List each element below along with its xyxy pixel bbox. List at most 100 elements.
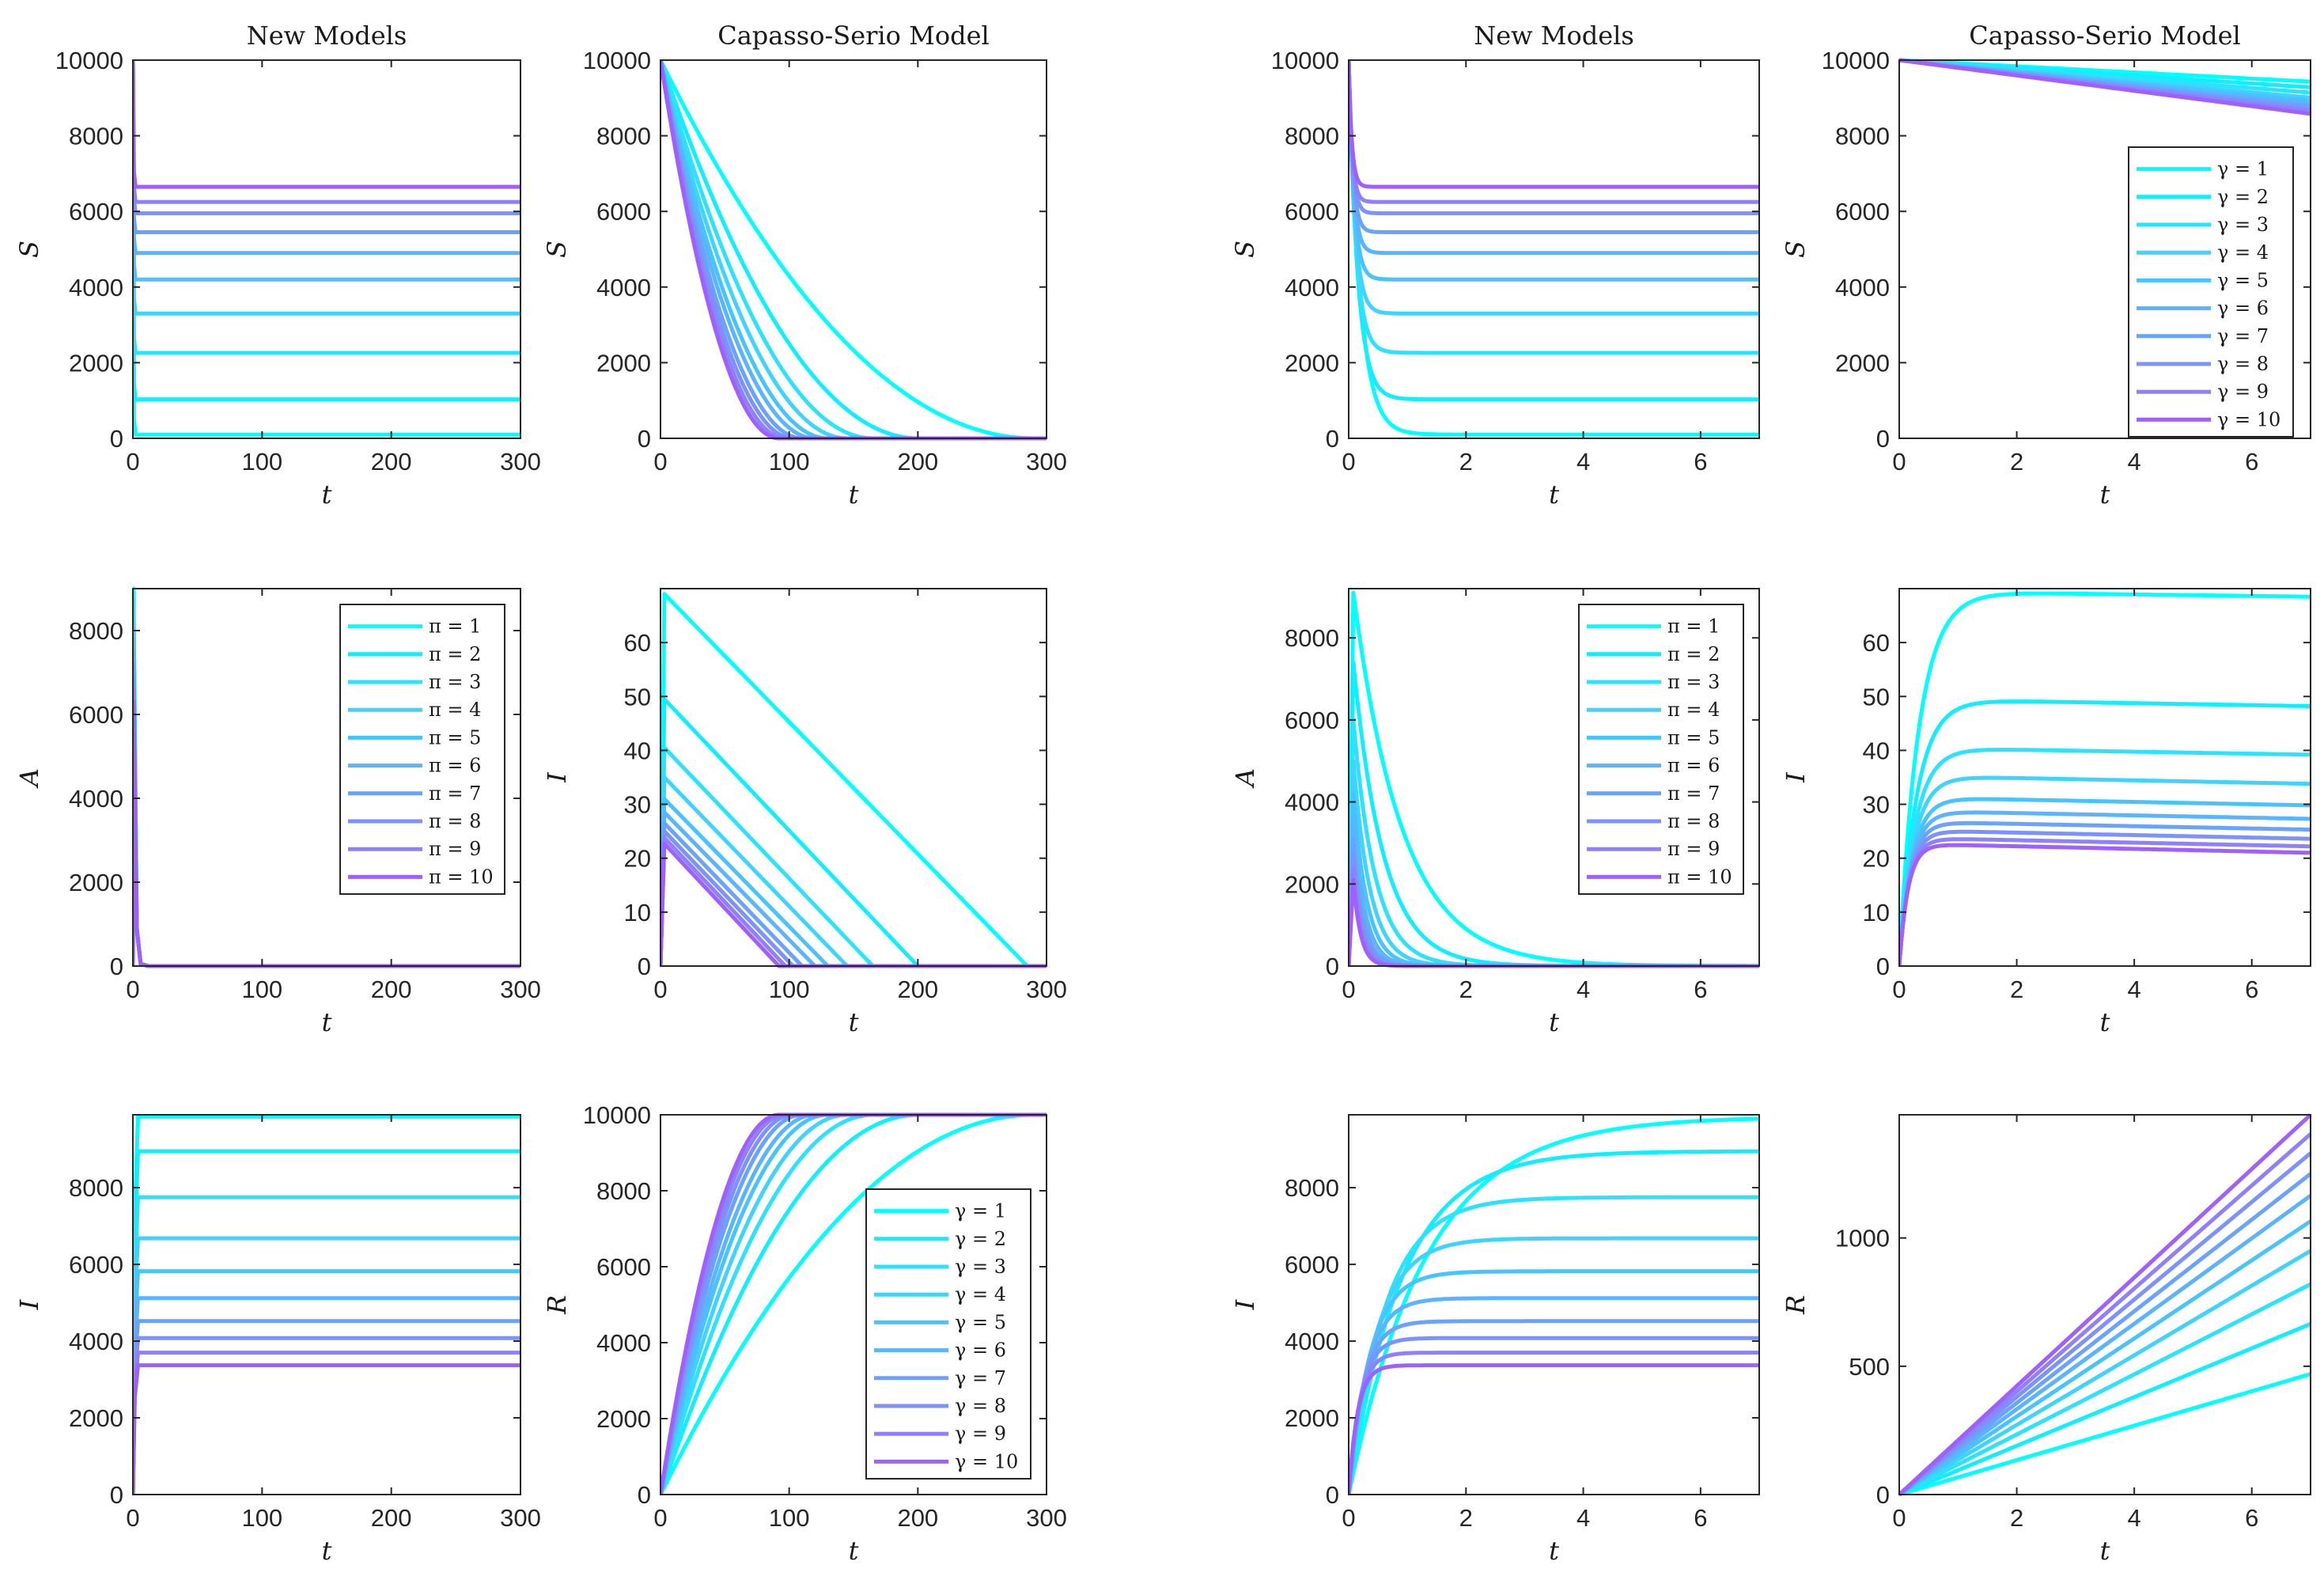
- legend-entry: π = 3: [1667, 671, 1720, 693]
- subplot-title: Capasso-Serio Model: [717, 21, 990, 51]
- x-tick-label: 0: [1342, 1504, 1355, 1532]
- y-tick-label: 4000: [69, 785, 123, 813]
- y-tick-label: 8000: [1285, 123, 1339, 150]
- y-tick-label: 30: [1863, 791, 1890, 819]
- y-tick-label: 8000: [69, 123, 123, 150]
- y-tick-label: 30: [624, 791, 651, 819]
- series-line: [1899, 1132, 2312, 1496]
- legend-entry: π = 2: [429, 643, 481, 665]
- y-tick-label: 0: [1876, 425, 1890, 453]
- y-axis-label: S: [1230, 241, 1260, 258]
- x-tick-label: 0: [1342, 448, 1355, 476]
- y-axis-label: I: [1230, 1298, 1260, 1310]
- series-line: [1349, 59, 1759, 316]
- axes-frame: [132, 59, 521, 439]
- axes-frame: [660, 588, 1047, 967]
- series-line: [1899, 797, 2311, 967]
- y-tick-label: 10000: [583, 47, 651, 74]
- legend-entry: γ = 4: [955, 1283, 1006, 1305]
- y-tick-label: 6000: [69, 1251, 123, 1279]
- y-tick-label: 2000: [596, 349, 651, 377]
- x-axis-label: t: [2100, 1007, 2110, 1037]
- x-axis-label: t: [2100, 479, 2110, 510]
- series-line: [1899, 1113, 2312, 1496]
- x-tick-label: 2: [2010, 976, 2023, 1003]
- y-tick-label: 0: [1876, 1481, 1890, 1509]
- series-line: [1899, 1219, 2312, 1497]
- series-line: [133, 1351, 520, 1495]
- y-tick-label: 6000: [596, 1253, 651, 1281]
- x-tick-label: 100: [241, 448, 282, 476]
- legend-entry: π = 7: [429, 782, 481, 805]
- y-tick-label: 6000: [69, 198, 123, 225]
- y-tick-label: 20: [1863, 845, 1890, 873]
- y-tick-label: 6000: [1835, 198, 1890, 225]
- y-tick-label: 0: [1326, 425, 1339, 453]
- series-line: [1349, 59, 1759, 437]
- series-line: [1349, 59, 1759, 204]
- x-tick-label: 4: [1576, 976, 1590, 1003]
- y-tick-label: 2000: [1285, 870, 1339, 898]
- y-tick-label: 10000: [55, 47, 123, 74]
- series-line: [660, 1112, 1047, 1495]
- x-axis-label: t: [849, 1007, 859, 1037]
- series-line: [660, 1112, 1047, 1495]
- y-axis-label: S: [14, 241, 44, 258]
- legend-entry: γ = 4: [2217, 241, 2269, 263]
- series-line: [133, 59, 520, 204]
- series-line: [660, 59, 1047, 441]
- series-line: [133, 59, 520, 234]
- y-tick-label: 0: [1326, 953, 1339, 980]
- y-axis-label: A: [1230, 768, 1260, 789]
- series-line: [133, 59, 520, 256]
- series-line: [133, 59, 520, 189]
- y-tick-label: 6000: [1285, 198, 1339, 225]
- series-line: [660, 59, 1047, 441]
- x-axis-label: t: [322, 479, 332, 510]
- legend-entry: π = 1: [1667, 616, 1720, 638]
- x-tick-label: 4: [2128, 448, 2141, 476]
- axes-frame: [1898, 59, 2311, 439]
- series-line: [660, 59, 1047, 441]
- series-line: [133, 1336, 520, 1495]
- series-line: [1349, 1236, 1759, 1495]
- series-line: [1899, 591, 2311, 967]
- x-tick-label: 6: [2245, 448, 2258, 476]
- legend-entry: π = 6: [429, 755, 481, 777]
- x-tick-label: 100: [241, 976, 282, 1003]
- y-tick-label: 40: [1863, 737, 1890, 764]
- x-axis-label: t: [322, 1007, 332, 1037]
- series-line: [1899, 820, 2311, 967]
- x-tick-label: 300: [1026, 976, 1067, 1003]
- x-tick-label: 6: [2245, 976, 2258, 1003]
- legend-entry: γ = 9: [2217, 381, 2269, 403]
- x-tick-label: 0: [653, 1504, 667, 1532]
- legend: γ = 1 γ = 2 γ = 3 γ = 4 γ = 5 γ = 6 γ = 7 γ = 8…: [2128, 146, 2294, 438]
- legend-entry: π = 5: [1667, 726, 1720, 748]
- legend: π = 1 π = 2 π = 3 π = 4 π = 5 π = 6 π = 7 π = 8…: [1578, 604, 1744, 895]
- legend-entry: π = 9: [429, 838, 481, 860]
- series-line: [1349, 59, 1759, 189]
- x-tick-label: 200: [897, 976, 938, 1003]
- x-tick-label: 0: [1892, 448, 1906, 476]
- series-line: [1349, 1363, 1759, 1495]
- series-line: [1349, 59, 1759, 402]
- y-axis-label: R: [1781, 1295, 1811, 1315]
- y-tick-label: 60: [1863, 629, 1890, 657]
- y-axis-label: I: [542, 771, 572, 783]
- subplot-p11: 0 2 4 6 0 2000 4000 6000 8000 t I: [1230, 1114, 1760, 1566]
- series-line: [1899, 58, 2311, 116]
- legend-entry: π = 6: [1667, 755, 1720, 777]
- y-axis-label: A: [14, 768, 44, 789]
- legend-entry: π = 8: [1667, 810, 1720, 832]
- y-tick-label: 0: [638, 425, 651, 453]
- series-line: [133, 1319, 520, 1495]
- y-tick-label: 10: [1863, 899, 1890, 926]
- series-line: [1899, 1151, 2312, 1496]
- y-tick-label: 8000: [69, 1174, 123, 1202]
- series-line: [133, 59, 520, 216]
- legend-entry: π = 7: [1667, 782, 1720, 805]
